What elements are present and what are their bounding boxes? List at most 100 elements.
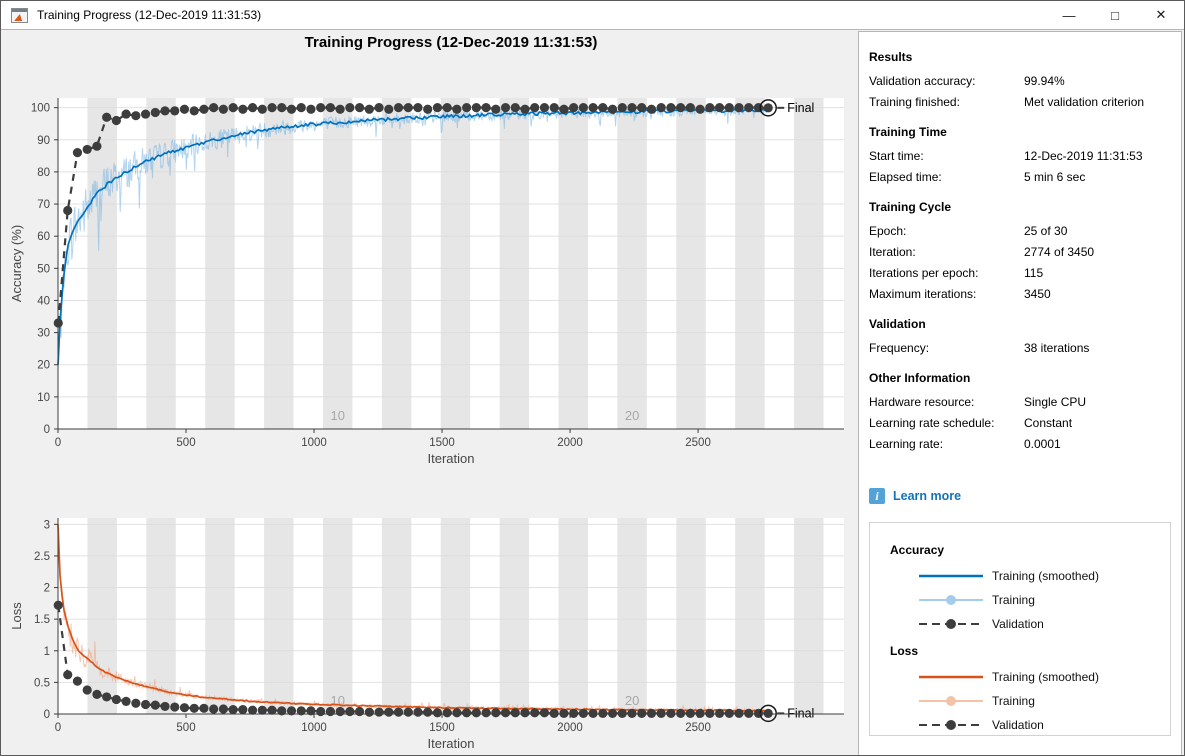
legend-sample-dashed <box>919 619 983 629</box>
legend-item: Training <box>890 588 1170 612</box>
svg-text:2.5: 2.5 <box>34 551 50 563</box>
svg-text:1: 1 <box>44 646 50 658</box>
svg-text:70: 70 <box>37 199 50 211</box>
svg-text:1000: 1000 <box>301 437 327 449</box>
final-marker-label: Final <box>787 101 814 115</box>
section-heading: Training Cycle <box>869 200 952 214</box>
svg-text:0: 0 <box>55 437 61 449</box>
legend-item: Validation <box>890 612 1170 636</box>
info-value: 115 <box>1024 265 1044 280</box>
info-label: Learning rate: <box>869 436 944 451</box>
y-axis-label: Loss <box>9 602 24 630</box>
info-row: Validation accuracy: 99.94% <box>869 70 1181 91</box>
svg-text:1500: 1500 <box>429 722 455 734</box>
y-axis-label: Accuracy (%) <box>9 225 24 302</box>
info-row: Learning rate schedule: Constant <box>869 412 1181 433</box>
info-label: Iterations per epoch: <box>869 265 979 280</box>
legend-item: Training <box>890 689 1170 713</box>
legend-item-label: Validation <box>992 617 1044 631</box>
svg-text:20: 20 <box>625 693 639 708</box>
legend-box: Accuracy Training (smoothed) Training Valid… <box>869 522 1171 736</box>
info-sections: Results Validation accuracy: 99.94% Trainin… <box>869 50 1181 454</box>
info-value: 0.0001 <box>1024 436 1061 451</box>
svg-text:100: 100 <box>31 103 50 115</box>
svg-text:500: 500 <box>176 437 195 449</box>
section-heading: Results <box>869 50 913 64</box>
svg-text:20: 20 <box>625 408 639 423</box>
svg-text:0: 0 <box>55 722 61 734</box>
info-row: Frequency: 38 iterations <box>869 337 1181 358</box>
info-value: 5 min 6 sec <box>1024 169 1086 184</box>
matlab-app-icon <box>11 7 28 23</box>
svg-text:500: 500 <box>176 722 195 734</box>
accuracy-chart: 10 20 Final 0 500 1000 1500 2000 2500 0 10 20 30 40 50… <box>9 98 844 466</box>
svg-text:30: 30 <box>37 328 50 340</box>
legend-sample-solid <box>919 675 983 679</box>
legend-sample-dashed <box>919 720 983 730</box>
svg-text:10: 10 <box>330 408 344 423</box>
legend-item-label: Training <box>992 694 1035 708</box>
legend-item-label: Training <box>992 593 1035 607</box>
svg-text:2000: 2000 <box>557 722 583 734</box>
svg-text:1500: 1500 <box>429 437 455 449</box>
info-value: 2774 of 3450 <box>1024 244 1095 259</box>
info-row: Learning rate: 0.0001 <box>869 433 1181 454</box>
section-heading: Validation <box>869 317 926 331</box>
learn-more-link[interactable]: i Learn more <box>869 488 989 504</box>
legend-sample-solid <box>919 574 983 578</box>
info-row: Iterations per epoch: 115 <box>869 262 1181 283</box>
info-row: Training finished: Met validation criteri… <box>869 91 1181 112</box>
legend-item: Validation <box>890 713 1170 737</box>
svg-text:80: 80 <box>37 167 50 179</box>
legend-item-label: Validation <box>992 718 1044 732</box>
x-axis-label: Iteration <box>428 451 475 466</box>
legend-item: Training (smoothed) <box>890 665 1170 689</box>
info-label: Iteration: <box>869 244 916 259</box>
legend-sample-raw <box>919 595 983 605</box>
window-controls: — □ ✕ <box>1046 1 1184 29</box>
close-button[interactable]: ✕ <box>1155 7 1167 22</box>
info-row: Iteration: 2774 of 3450 <box>869 241 1181 262</box>
svg-text:2: 2 <box>44 583 50 595</box>
svg-text:20: 20 <box>37 360 50 372</box>
title-bar[interactable]: Training Progress (12-Dec-2019 11:31:53)… <box>1 1 1184 30</box>
info-row: Maximum iterations: 3450 <box>869 283 1181 304</box>
training-info-panel: Results Validation accuracy: 99.94% Trainin… <box>858 31 1182 755</box>
info-value: Single CPU <box>1024 394 1087 409</box>
svg-text:2000: 2000 <box>557 437 583 449</box>
svg-text:0: 0 <box>44 709 50 721</box>
info-value: Constant <box>1024 415 1073 430</box>
info-row: Hardware resource: Single CPU <box>869 391 1181 412</box>
svg-text:50: 50 <box>37 263 50 275</box>
learn-more-label: Learn more <box>893 489 962 503</box>
info-row: Elapsed time: 5 min 6 sec <box>869 166 1181 187</box>
minimize-button[interactable]: — <box>1062 7 1076 23</box>
section-heading: Training Time <box>869 125 947 139</box>
svg-text:1.5: 1.5 <box>34 614 50 626</box>
info-value: 25 of 30 <box>1024 223 1068 238</box>
svg-text:90: 90 <box>37 135 50 147</box>
legend-group-title: Loss <box>890 644 919 658</box>
info-label: Learning rate schedule: <box>869 415 995 430</box>
svg-text:1000: 1000 <box>301 722 327 734</box>
legend-item-label: Training (smoothed) <box>992 670 1099 684</box>
info-label: Start time: <box>869 148 924 163</box>
info-label: Validation accuracy: <box>869 73 976 88</box>
info-value: Met validation criterion <box>1024 94 1145 109</box>
legend-group-title: Accuracy <box>890 543 945 557</box>
info-icon: i <box>869 488 885 504</box>
maximize-button[interactable]: □ <box>1111 7 1119 23</box>
svg-text:0: 0 <box>44 424 50 436</box>
final-marker-label: Final <box>787 706 814 720</box>
info-label: Maximum iterations: <box>869 286 977 301</box>
info-value: 3450 <box>1024 286 1051 301</box>
info-value: 99.94% <box>1024 73 1065 88</box>
info-value: 38 iterations <box>1024 340 1090 355</box>
window-title: Training Progress (12-Dec-2019 11:31:53) <box>37 8 262 22</box>
svg-text:0.5: 0.5 <box>34 677 50 689</box>
legend-item: Training (smoothed) <box>890 564 1170 588</box>
info-label: Hardware resource: <box>869 394 975 409</box>
info-label: Elapsed time: <box>869 169 942 184</box>
